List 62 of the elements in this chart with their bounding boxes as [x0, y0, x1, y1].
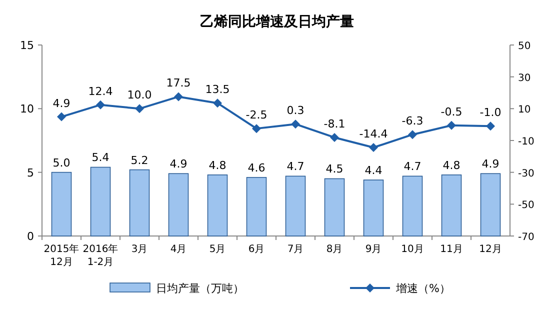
point — [96, 100, 105, 110]
data-label: 5.4 — [92, 151, 110, 164]
data-label: 4.5 — [326, 162, 344, 176]
data-label: -14.4 — [359, 128, 388, 141]
point — [447, 120, 456, 130]
y2-tick-label: -70 — [518, 232, 534, 243]
x-tick-label: 12月 — [479, 244, 502, 255]
data-label: 13.5 — [205, 83, 230, 96]
y-tick-label: 5 — [27, 166, 34, 180]
data-label: 4.9 — [52, 96, 70, 110]
point — [213, 98, 222, 108]
x-tick-label: 2016年 1-2月 — [82, 243, 118, 268]
x-tick-label: 2015年 12月 — [44, 243, 80, 268]
data-label: -2.5 — [246, 108, 268, 122]
point — [369, 143, 378, 152]
point — [330, 132, 339, 142]
y2-tick-label: 10 — [518, 104, 531, 116]
point — [408, 130, 417, 140]
point — [57, 112, 66, 122]
x-tick-label: 6月 — [248, 244, 265, 255]
data-label: 4.4 — [364, 164, 382, 177]
y-tick-label: 0 — [27, 230, 34, 243]
data-label: 4.7 — [286, 160, 304, 174]
x-tick-label: 10月 — [401, 244, 424, 255]
data-label: -6.3 — [402, 114, 424, 128]
y2-tick-label: -50 — [518, 200, 534, 212]
legend-label: 日均产量（万吨） — [156, 282, 244, 295]
point — [291, 120, 300, 129]
data-label: 4.8 — [208, 158, 226, 172]
y-tick-label: 10 — [20, 102, 34, 116]
y2-tick-label: -10 — [518, 136, 534, 148]
y2-tick-label: 30 — [518, 72, 531, 84]
y2-tick-label: 50 — [518, 41, 531, 52]
data-label: 4.9 — [482, 158, 500, 171]
data-label: 4.9 — [170, 158, 188, 171]
data-label: 4.6 — [248, 161, 266, 174]
point — [252, 124, 261, 134]
data-label: 5.0 — [52, 156, 70, 170]
x-tick-label: 8月 — [326, 244, 343, 255]
data-label: -0.5 — [440, 105, 462, 118]
data-label: 17.5 — [166, 76, 191, 90]
point — [135, 104, 144, 114]
y2-tick-label: -30 — [518, 168, 534, 180]
x-tick-label: 3月 — [131, 244, 148, 255]
data-label: 5.2 — [130, 154, 148, 167]
data-label: 10.0 — [127, 88, 152, 102]
data-label: 4.8 — [442, 158, 460, 172]
data-label: 4.7 — [404, 160, 422, 174]
y-tick-label: 15 — [20, 39, 34, 52]
data-label: -1.0 — [480, 106, 502, 120]
data-label: -8.1 — [324, 117, 346, 130]
chart-title: 乙烯同比增速及日均产量 — [200, 13, 354, 30]
x-tick-label: 5月 — [209, 244, 226, 255]
x-tick-label: 7月 — [287, 244, 304, 255]
x-tick-label: 11月 — [440, 244, 463, 255]
point — [486, 122, 495, 131]
data-label: 12.4 — [88, 84, 113, 98]
x-tick-label: 9月 — [365, 244, 382, 255]
point — [174, 92, 183, 102]
x-tick-label: 4月 — [170, 244, 187, 255]
legend-label: 增速（%） — [395, 282, 450, 295]
data-label: 0.3 — [286, 104, 304, 118]
